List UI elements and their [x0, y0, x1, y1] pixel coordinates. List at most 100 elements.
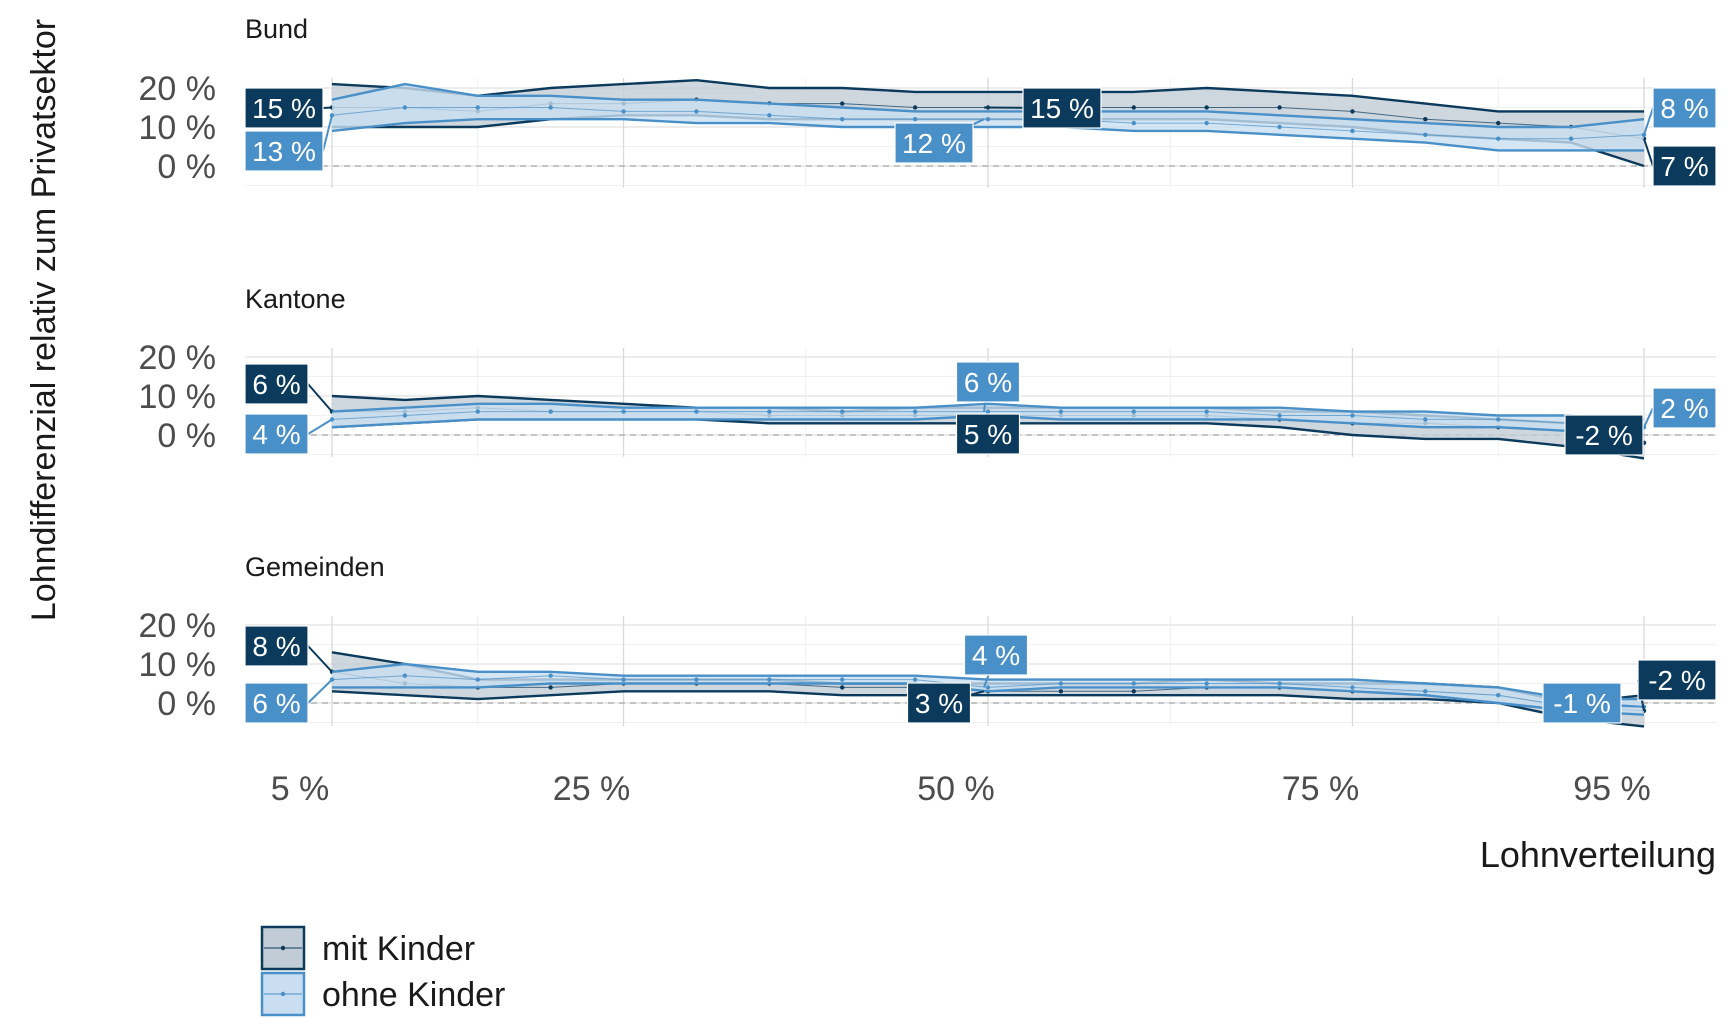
legend: mit Kinder ohne Kinder: [260, 925, 505, 1017]
label-text: -2 %: [1648, 665, 1706, 696]
panel-title: Gemeinden: [245, 552, 385, 582]
label-leader: [307, 418, 333, 435]
label-text: 6 %: [252, 369, 300, 400]
ci-lower-mit-kinder: [331, 690, 1645, 728]
data-point-mit-kinder: [1204, 105, 1209, 110]
panel-bund: Bund 0 %10 %20 % 15 % 13 % 15 % 12 % 8 % 7 %: [139, 14, 1717, 188]
label-text: -1 %: [1553, 688, 1611, 719]
label-text: 8 %: [1660, 93, 1708, 124]
data-point-ohne-kinder: [1131, 409, 1136, 414]
label-leader: [1643, 107, 1654, 136]
y-tick-label: 10 %: [139, 646, 217, 684]
data-point-mit-kinder: [1277, 105, 1282, 110]
x-axis-ticks: 5 % 25 % 50 % 75 % 95 %: [271, 770, 1651, 808]
data-point-ohne-kinder: [1496, 136, 1501, 141]
data-point-ohne-kinder: [621, 109, 626, 114]
ci-upper-ohne-kinder: [331, 82, 1645, 129]
value-label: 6 %: [244, 678, 333, 724]
data-point-ohne-kinder: [1058, 681, 1064, 686]
data-point-ohne-kinder: [985, 685, 991, 690]
label-box: [244, 682, 309, 724]
label-text: 4 %: [252, 419, 300, 450]
data-point-ohne-kinder: [694, 109, 699, 114]
legend-item-ohne-kinder: ohne Kinder: [260, 971, 505, 1017]
legend-dot-ohne-kinder: [280, 991, 286, 997]
data-point-ohne-kinder: [694, 677, 699, 682]
panel-kantone: Kantone 0 %10 %20 % 6 % 4 % 6 % 5 % 2 % -2 %: [139, 284, 1717, 460]
data-point-ohne-kinder: [1423, 417, 1428, 422]
data-point-ohne-kinder: [475, 677, 480, 682]
label-box: [1564, 414, 1644, 456]
ci-upper-mit-kinder: [331, 78, 1644, 113]
value-label: 8 %: [1643, 87, 1717, 136]
value-label: 15 %: [244, 87, 333, 129]
value-label: 15 %: [983, 87, 1102, 129]
label-box: [244, 87, 324, 129]
label-text: 6 %: [252, 688, 300, 719]
data-point-ohne-kinder: [402, 413, 408, 418]
label-text: 5 %: [964, 419, 1012, 450]
label-leader: [322, 106, 333, 109]
value-label: 6 %: [955, 361, 1021, 412]
value-label: 2 %: [1643, 387, 1717, 429]
data-point-mit-kinder: [1131, 105, 1136, 110]
label-leader: [307, 383, 333, 413]
data-point-ohne-kinder: [1204, 409, 1209, 414]
legend-label-mit-kinder: mit Kinder: [322, 930, 475, 968]
data-point-ohne-kinder: [1423, 689, 1428, 694]
value-label: 6 %: [244, 363, 333, 413]
value-label: 12 %: [894, 118, 985, 164]
data-point-ohne-kinder: [767, 677, 772, 682]
x-tick-label: 5 %: [271, 770, 330, 808]
value-label: -1 %: [1542, 682, 1645, 724]
legend-item-mit-kinder: mit Kinder: [260, 925, 475, 971]
label-text: 3 %: [915, 688, 963, 719]
label-box: [955, 413, 1021, 455]
label-text: 2 %: [1660, 393, 1708, 424]
data-point-ohne-kinder: [767, 113, 772, 118]
data-point-ohne-kinder: [1058, 409, 1064, 414]
data-point-ohne-kinder: [840, 409, 845, 414]
data-point-ohne-kinder: [621, 677, 626, 682]
data-point-ohne-kinder: [1568, 136, 1574, 141]
data-point-ohne-kinder: [912, 409, 918, 414]
legend-dot-mit-kinder: [280, 945, 286, 951]
data-point-ohne-kinder: [402, 105, 408, 110]
label-text: 8 %: [252, 631, 300, 662]
data-point-ohne-kinder: [840, 117, 845, 122]
data-point-ohne-kinder: [985, 117, 991, 122]
value-label: 13 %: [244, 115, 333, 172]
data-point-mit-kinder: [1496, 120, 1501, 126]
data-point-ohne-kinder: [1496, 693, 1501, 698]
data-point-ohne-kinder: [1277, 681, 1282, 686]
ci-upper-ohne-kinder: [331, 402, 1645, 421]
value-label: 3 %: [906, 682, 985, 724]
label-text: 15 %: [1030, 93, 1094, 124]
label-box: [1637, 659, 1717, 701]
label-leader: [1643, 138, 1654, 167]
ci-upper-ohne-kinder: [331, 662, 1644, 701]
label-box: [244, 413, 309, 455]
data-point-ohne-kinder: [1277, 413, 1282, 418]
label-box: [244, 130, 324, 172]
data-point-mit-kinder: [912, 105, 918, 110]
data-point-ohne-kinder: [840, 677, 845, 682]
label-leader: [307, 678, 333, 704]
label-box: [244, 363, 309, 405]
data-point-ohne-kinder: [548, 409, 553, 414]
data-point-ohne-kinder: [767, 409, 772, 414]
y-tick-label: 0 %: [157, 417, 216, 455]
x-tick-label: 95 %: [1573, 770, 1651, 808]
data-point-ohne-kinder: [1496, 417, 1501, 422]
value-label: -2 %: [1564, 414, 1645, 456]
label-box: [894, 122, 974, 164]
x-tick-label: 25 %: [553, 770, 631, 808]
y-tick-label: 0 %: [157, 685, 216, 723]
panel-title: Bund: [245, 14, 308, 44]
label-text: 15 %: [252, 93, 316, 124]
label-box: [1652, 145, 1717, 187]
value-label: 5 %: [955, 413, 1021, 455]
data-point-ohne-kinder: [475, 409, 480, 414]
legend-label-ohne-kinder: ohne Kinder: [322, 976, 505, 1014]
